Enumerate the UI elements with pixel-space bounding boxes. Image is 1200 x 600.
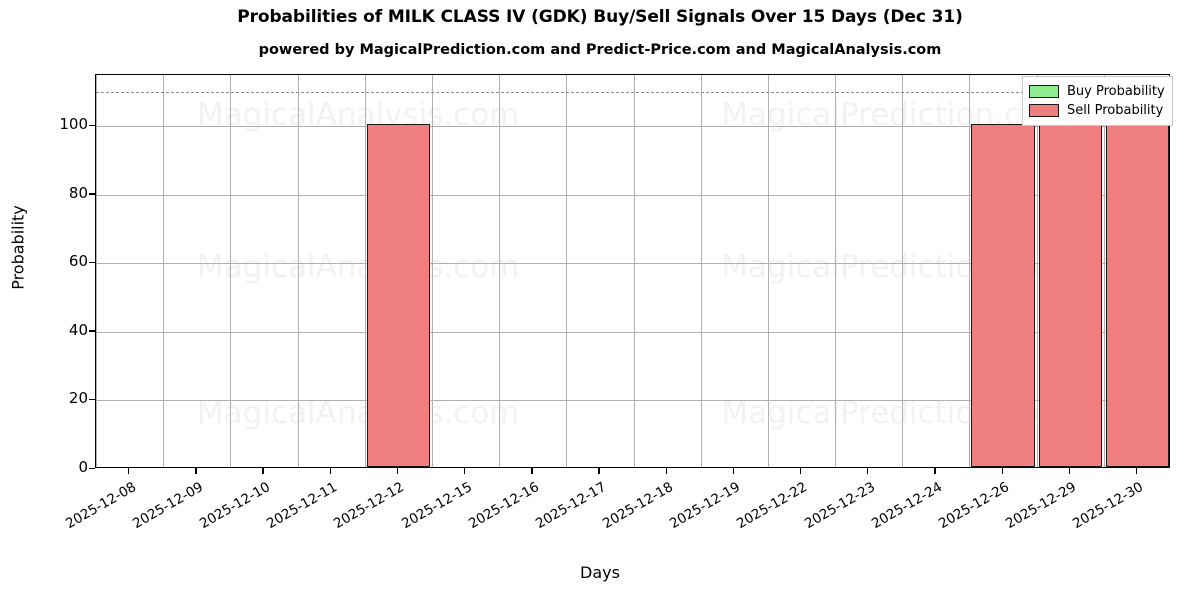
- y-tick-label: 40: [68, 320, 88, 339]
- gridline-vertical: [432, 75, 433, 467]
- y-tick-mark: [89, 124, 95, 127]
- gridline-vertical: [230, 75, 231, 467]
- legend-item[interactable]: Buy Probability: [1029, 82, 1165, 101]
- threshold-line: [96, 92, 1169, 94]
- gridline-vertical: [96, 75, 97, 467]
- gridline-vertical: [298, 75, 299, 467]
- y-tick-label: 60: [68, 252, 88, 271]
- chart-title: Probabilities of MILK CLASS IV (GDK) Buy…: [237, 7, 963, 27]
- bar: [971, 124, 1035, 467]
- x-tick-mark: [329, 468, 331, 474]
- gridline-vertical: [499, 75, 500, 467]
- watermark-text: MagicalAnalysis.com: [196, 249, 520, 285]
- gridline-vertical: [566, 75, 567, 467]
- gridline-vertical: [634, 75, 635, 467]
- x-tick-mark: [598, 468, 600, 474]
- gridline-horizontal: [96, 126, 1169, 128]
- legend-swatch-icon: [1029, 104, 1059, 117]
- chart-subtitle: powered by MagicalPrediction.com and Pre…: [258, 42, 942, 58]
- x-tick-mark: [1001, 468, 1003, 474]
- y-axis-label: Probability: [8, 205, 28, 290]
- gridline-vertical: [365, 75, 366, 467]
- bar: [1105, 124, 1169, 467]
- x-tick-mark: [867, 468, 869, 474]
- gridline-vertical: [163, 75, 164, 467]
- x-axis-label: Days: [580, 563, 620, 582]
- y-tick-mark: [89, 467, 95, 469]
- y-tick-mark: [89, 330, 95, 332]
- gridline-vertical: [969, 75, 970, 467]
- bar: [1038, 124, 1102, 467]
- x-tick-mark: [464, 468, 466, 474]
- y-tick-label: 100: [59, 115, 88, 134]
- gridline-vertical: [902, 75, 903, 467]
- plot-area: MagicalAnalysis.com MagicalPrediction.com…: [95, 74, 1170, 468]
- chart-legend: Buy Probability Sell Probability: [1022, 76, 1173, 126]
- legend-item-label: Buy Probability: [1067, 84, 1165, 99]
- watermark-text: MagicalAnalysis.com: [196, 97, 520, 133]
- gridline-horizontal: [96, 331, 1169, 333]
- x-tick-mark: [262, 468, 264, 474]
- gridline-horizontal: [96, 263, 1169, 265]
- gridline-horizontal: [96, 400, 1169, 402]
- y-tick-label: 20: [68, 389, 88, 408]
- x-tick-mark: [128, 468, 130, 474]
- gridline-vertical: [835, 75, 836, 467]
- legend-item-label: Sell Probability: [1067, 103, 1164, 118]
- y-tick-mark: [89, 398, 95, 401]
- y-tick-label: 80: [68, 183, 88, 202]
- gridline-horizontal: [96, 194, 1169, 196]
- bar: [366, 124, 430, 467]
- x-tick-mark: [934, 468, 936, 474]
- y-tick-mark: [89, 261, 95, 264]
- x-tick-mark: [396, 468, 399, 474]
- x-tick-mark: [1068, 468, 1071, 474]
- gridline-vertical: [1037, 75, 1038, 467]
- legend-item[interactable]: Sell Probability: [1029, 101, 1165, 120]
- x-tick-mark: [531, 468, 533, 474]
- x-tick-mark: [195, 468, 197, 474]
- x-tick-mark: [732, 468, 735, 474]
- gridline-vertical: [701, 75, 702, 467]
- legend-swatch-icon: [1029, 85, 1059, 98]
- y-tick-label: 0: [78, 458, 88, 476]
- gridline-vertical: [768, 75, 769, 467]
- x-tick-mark: [1135, 468, 1138, 474]
- gridline-vertical: [1104, 75, 1105, 467]
- x-tick-mark: [665, 468, 667, 474]
- y-tick-mark: [89, 193, 95, 195]
- x-tick-mark: [799, 468, 802, 474]
